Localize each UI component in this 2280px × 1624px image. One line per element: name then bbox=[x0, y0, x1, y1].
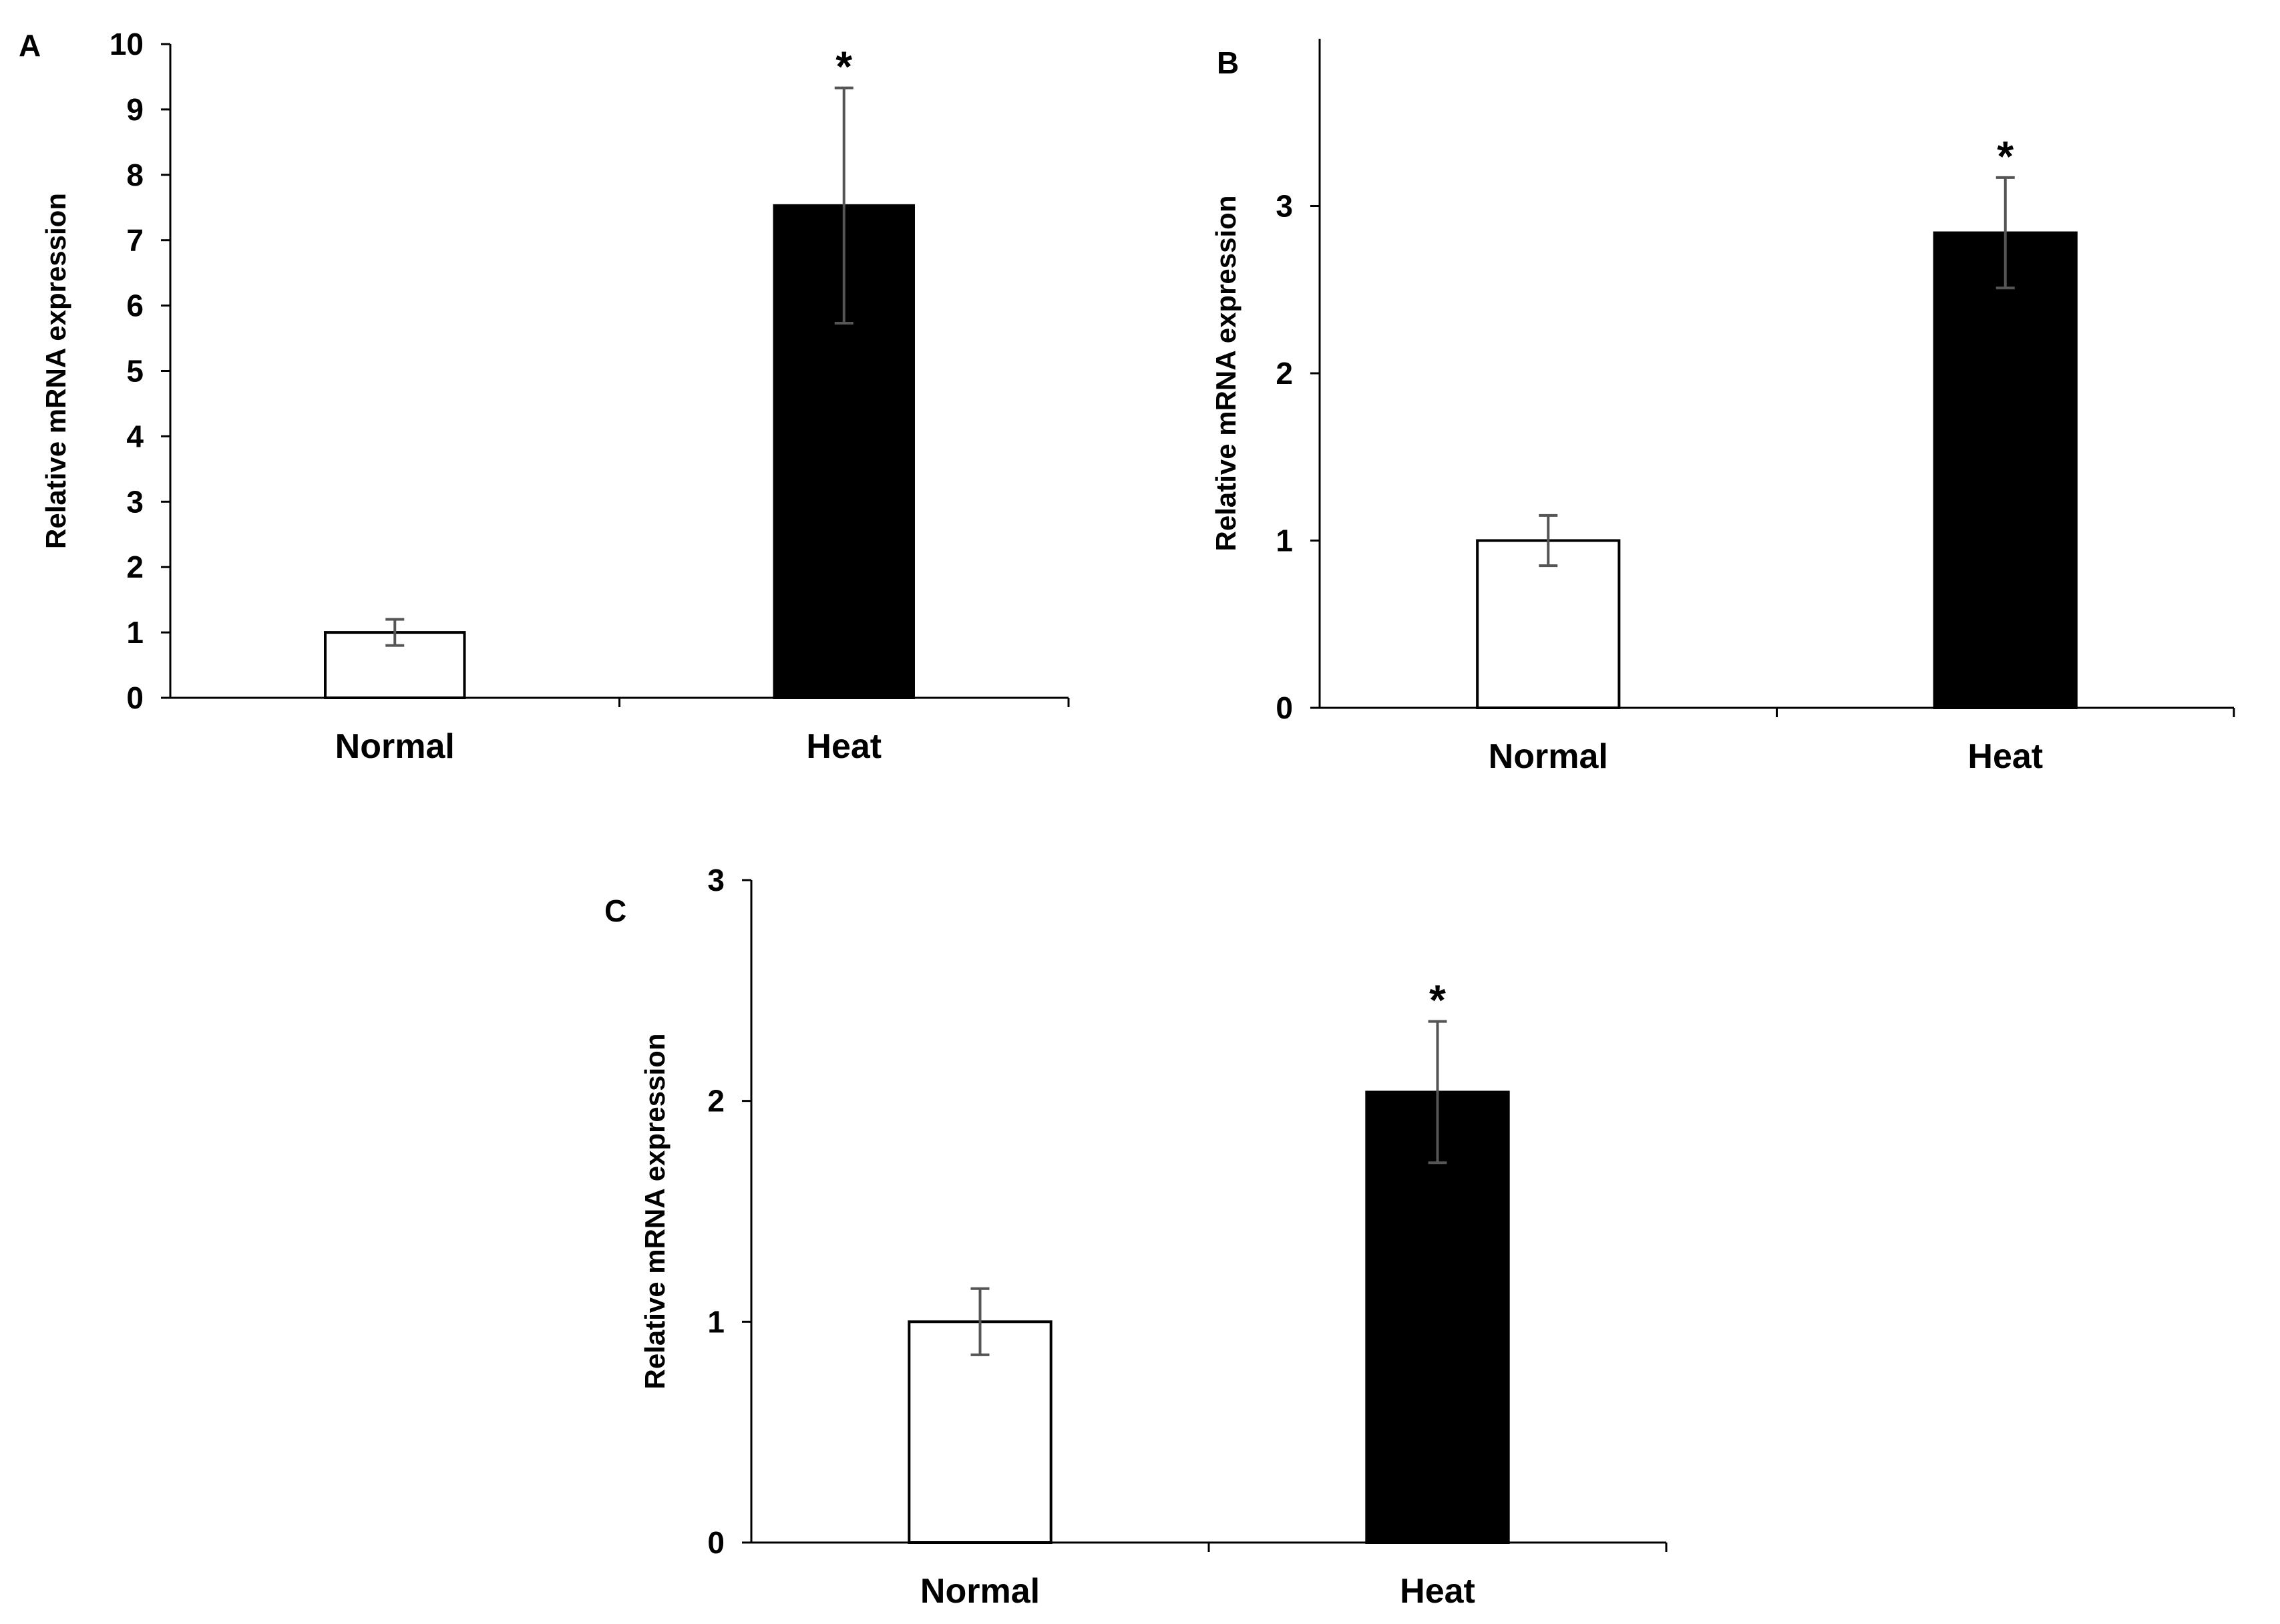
y-tick-label: 0 bbox=[707, 1525, 725, 1560]
bar-heat bbox=[1933, 231, 2078, 709]
bar-normal bbox=[1476, 539, 1621, 709]
significance-marker: * bbox=[835, 43, 852, 91]
y-tick-label: 1 bbox=[1276, 524, 1293, 558]
y-tick-label: 1 bbox=[126, 615, 144, 650]
y-axis-label: Relative mRNA expression bbox=[1210, 196, 1242, 552]
x-category-label: Heat bbox=[806, 727, 882, 766]
y-tick-label: 5 bbox=[126, 354, 144, 389]
y-tick-label: 8 bbox=[126, 158, 144, 192]
panel-letter: C bbox=[604, 893, 626, 928]
x-category-label: Heat bbox=[1400, 1572, 1475, 1611]
panel-letter: B bbox=[1217, 45, 1239, 80]
x-category-label: Normal bbox=[335, 727, 455, 766]
chart-panel-b: B Relative mRNA expression 0 1 2 3 Normal Heat * bbox=[1210, 39, 2235, 776]
y-tick-label: 9 bbox=[126, 92, 144, 127]
bar-heat bbox=[1365, 1090, 1510, 1544]
y-tick-label: 2 bbox=[707, 1084, 725, 1119]
significance-marker: * bbox=[1997, 132, 2014, 180]
y-tick-label: 2 bbox=[126, 550, 144, 584]
y-tick-label: 10 bbox=[110, 27, 144, 61]
y-tick-label: 1 bbox=[707, 1304, 725, 1339]
chart-panel-a: A Relative mRNA expression 0 1 2 3 4 5 6 7 8 9 10 Nor… bbox=[19, 27, 1070, 766]
y-tick-label: 3 bbox=[1276, 189, 1293, 224]
y-tick-label: 0 bbox=[1276, 690, 1293, 725]
y-tick-label: 3 bbox=[126, 484, 144, 519]
significance-marker: * bbox=[1429, 976, 1446, 1024]
x-category-label: Normal bbox=[1489, 737, 1608, 776]
y-tick-label: 0 bbox=[126, 680, 144, 715]
y-tick-label: 3 bbox=[707, 863, 725, 897]
y-tick-label: 7 bbox=[126, 223, 144, 258]
bar-normal bbox=[908, 1320, 1053, 1545]
y-tick-label: 2 bbox=[1276, 356, 1293, 391]
chart-panel-c: C Relative mRNA expression 0 1 2 3 Normal Heat * bbox=[604, 863, 1668, 1611]
x-category-label: Normal bbox=[920, 1572, 1040, 1611]
y-tick-label: 4 bbox=[126, 419, 144, 453]
y-axis-label: Relative mRNA expression bbox=[639, 1034, 671, 1390]
x-category-label: Heat bbox=[1967, 737, 2043, 776]
y-tick-label: 6 bbox=[126, 288, 144, 323]
y-axis-label: Relative mRNA expression bbox=[40, 193, 71, 549]
panel-letter: A bbox=[19, 28, 41, 63]
